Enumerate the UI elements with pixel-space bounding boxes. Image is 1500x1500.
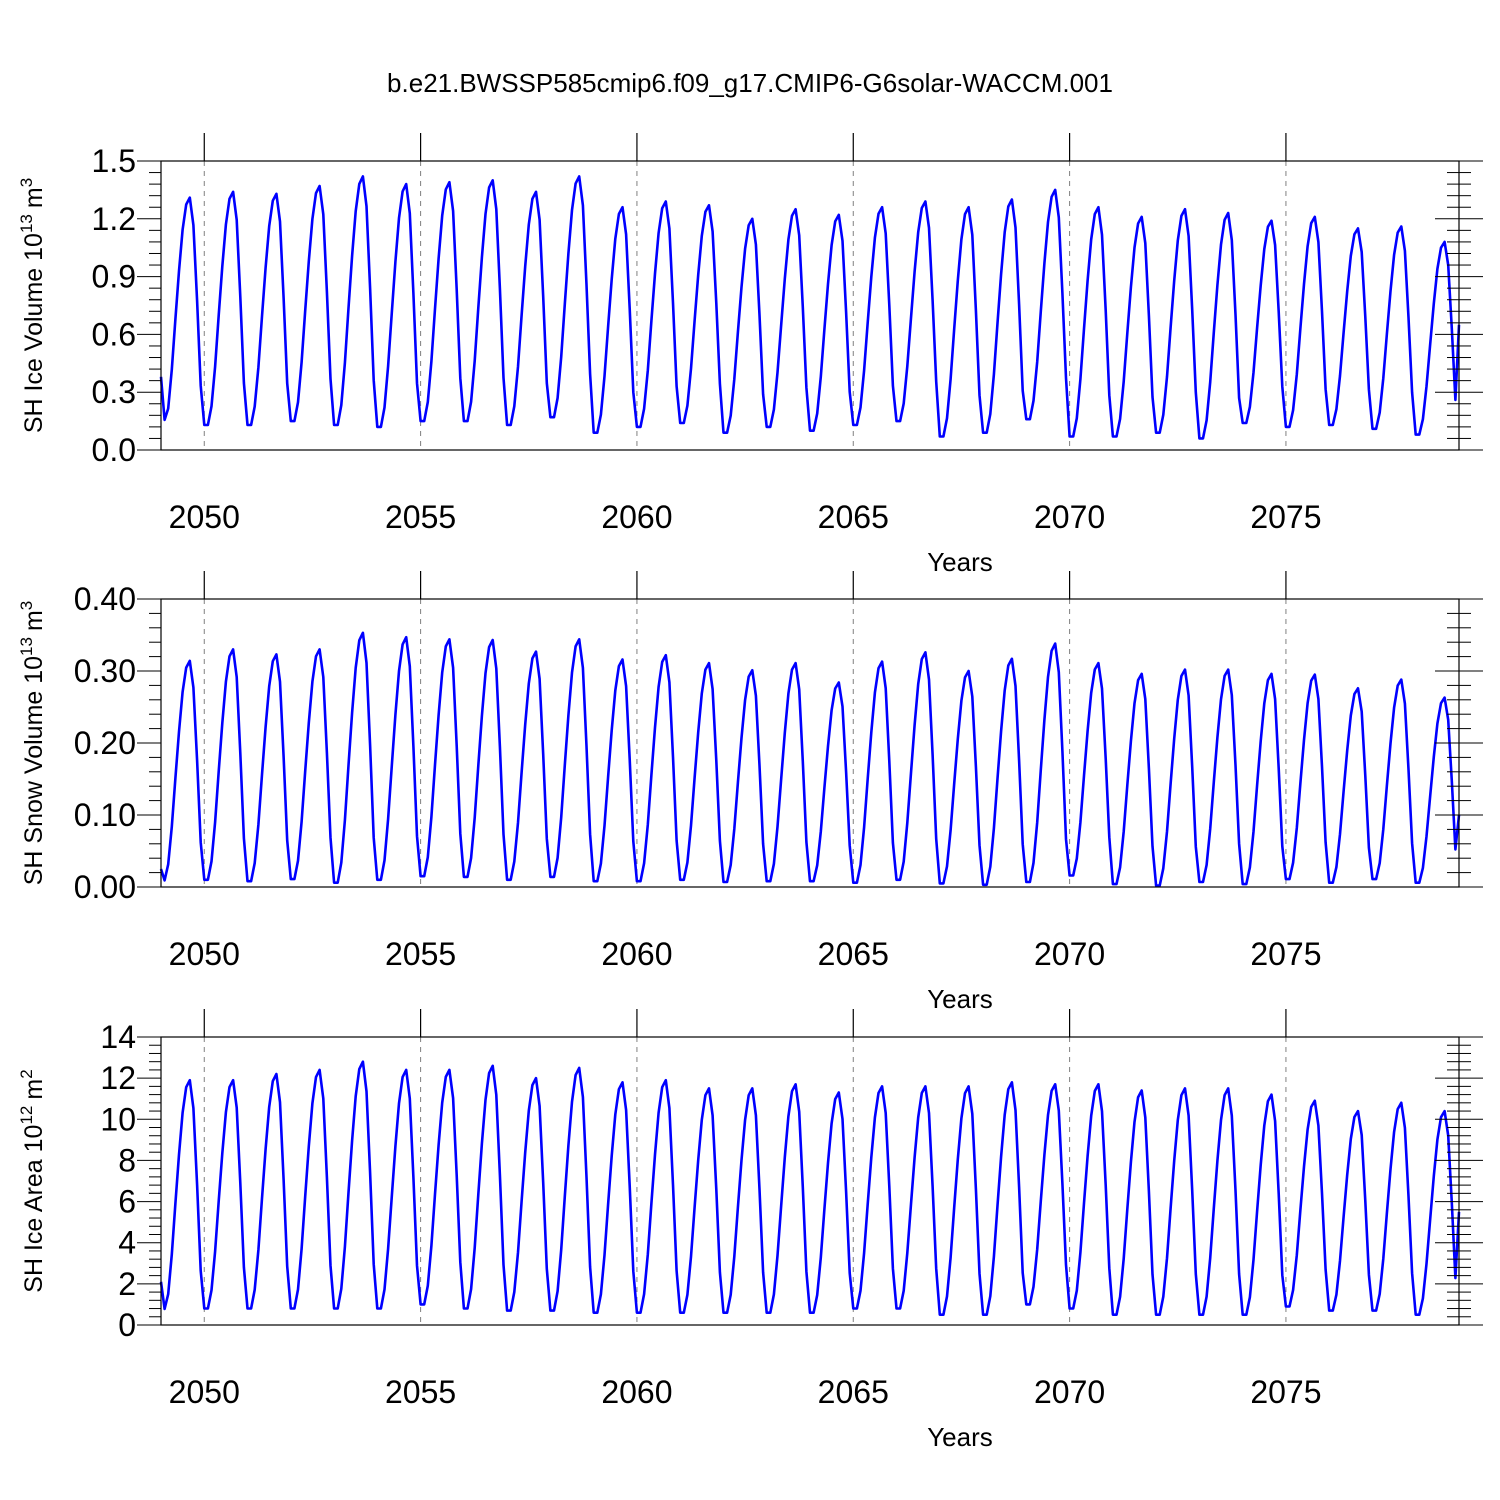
y-tick-label: 12 bbox=[100, 1060, 136, 1096]
y-tick-label: 0.30 bbox=[74, 653, 136, 689]
data-series-line bbox=[159, 1060, 1461, 1316]
y-tick-label: 0.3 bbox=[92, 374, 136, 410]
x-tick-label: 2075 bbox=[1250, 1374, 1321, 1410]
y-tick-label: 0 bbox=[118, 1307, 136, 1343]
y-tick-label: 14 bbox=[100, 1019, 136, 1055]
y-tick-label: 0.20 bbox=[74, 725, 136, 761]
x-tick-label: 2070 bbox=[1034, 499, 1105, 535]
x-tick-label: 2050 bbox=[169, 499, 240, 535]
data-series-line bbox=[159, 631, 1461, 887]
y-tick-label: 8 bbox=[118, 1142, 136, 1178]
x-tick-label: 2065 bbox=[818, 936, 889, 972]
x-tick-label: 2065 bbox=[818, 499, 889, 535]
x-tick-label: 2050 bbox=[169, 936, 240, 972]
plot-frame bbox=[160, 598, 1460, 888]
y-tick-label: 6 bbox=[118, 1184, 136, 1220]
y-tick-label: 1.5 bbox=[92, 143, 136, 179]
snow-volume-panel: 2050 2055 2060 2065 2070 2075 Years 0.00 0.10 0.2… bbox=[17, 571, 1483, 1014]
plot-frame bbox=[160, 1036, 1460, 1326]
x-tick-label: 2070 bbox=[1034, 936, 1105, 972]
x-tick-label: 2055 bbox=[385, 1374, 456, 1410]
x-tick-label: 2060 bbox=[601, 1374, 672, 1410]
y-tick-label: 0.10 bbox=[74, 797, 136, 833]
x-tick-label: 2060 bbox=[601, 499, 672, 535]
y-axis-title: SH Ice Area 1012m2 bbox=[17, 1069, 48, 1292]
y-axis-title: SH Snow Volume 1013m3 bbox=[17, 601, 48, 886]
y-tick-label: 0.9 bbox=[92, 259, 136, 295]
x-tick-label: 2055 bbox=[385, 936, 456, 972]
y-axis-title: SH Ice Volume 1013m3 bbox=[17, 178, 48, 433]
x-tick-label: 2055 bbox=[385, 499, 456, 535]
y-tick-label: 1.2 bbox=[92, 201, 136, 237]
y-tick-label: 0.40 bbox=[74, 581, 136, 617]
y-tick-label: 10 bbox=[100, 1101, 136, 1137]
x-tick-label: 2065 bbox=[818, 1374, 889, 1410]
x-axis-title: Years bbox=[927, 547, 993, 577]
x-axis-title: Years bbox=[927, 1422, 993, 1452]
y-tick-label: 2 bbox=[118, 1266, 136, 1302]
y-tick-label: 4 bbox=[118, 1225, 136, 1261]
x-tick-label: 2075 bbox=[1250, 499, 1321, 535]
y-tick-label: 0.6 bbox=[92, 316, 136, 352]
x-tick-label: 2075 bbox=[1250, 936, 1321, 972]
x-tick-label: 2050 bbox=[169, 1374, 240, 1410]
y-tick-label: 0.0 bbox=[92, 432, 136, 468]
data-series-line bbox=[159, 175, 1461, 440]
ice-area-panel: 2050 2055 2060 2065 2070 2075 Years 0 2 4 6 8 10 12 14… bbox=[17, 1009, 1483, 1452]
x-tick-label: 2070 bbox=[1034, 1374, 1105, 1410]
x-axis-title: Years bbox=[927, 984, 993, 1014]
plot-frame bbox=[160, 160, 1460, 451]
y-tick-label: 0.00 bbox=[74, 869, 136, 905]
x-tick-label: 2060 bbox=[601, 936, 672, 972]
ice-volume-panel: 2050 2055 2060 2065 2070 2075 Years 0.0 0.3 0.6 0.… bbox=[17, 133, 1483, 577]
chart-title: b.e21.BWSSP585cmip6.f09_g17.CMIP6-G6sola… bbox=[387, 68, 1113, 98]
